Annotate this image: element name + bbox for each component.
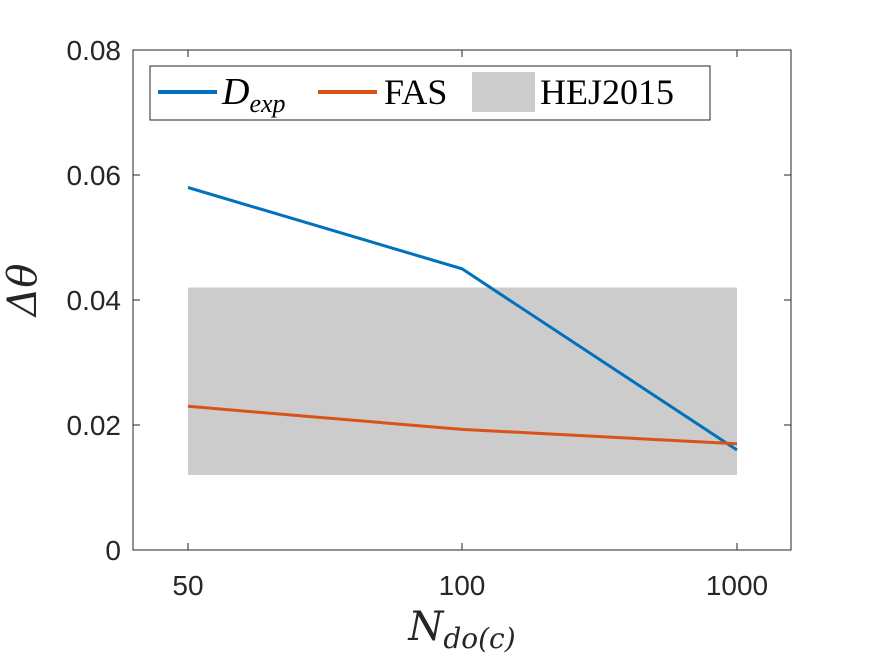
x-axis-label-sub: do(c) [443,622,515,655]
y-tick-label: 0.08 [67,35,122,66]
y-tick-label: 0.02 [67,410,122,441]
legend-label-dexp-sub: exp [249,89,285,118]
series-line-dexp [187,186,738,452]
x-axis-label-main: N [407,604,445,650]
legend-label-dexp-main: D [221,71,249,113]
y-tick-label: 0.04 [67,285,122,316]
legend-label-hej2015: HEJ2015 [540,72,674,112]
y-axis-label: Δθ [0,264,46,319]
x-axis-label: Ndo(c) [407,604,515,655]
series-line-fas [187,404,738,446]
x-tick-label: 1000 [706,570,768,601]
y-axis: 0 0.02 0.04 0.06 0.08 [67,35,791,566]
legend: Dexp FAS HEJ2015 [149,65,711,121]
x-tick-label: 100 [439,570,486,601]
legend-label-dexp: Dexp [221,71,286,118]
y-tick-label: 0.06 [67,160,122,191]
legend-label-fas: FAS [384,72,447,112]
hej2015-band [188,287,737,475]
legend-box [149,65,711,121]
legend-swatch-hej2015 [472,72,535,112]
y-tick-label: 0 [105,535,121,566]
x-axis: 50 100 1000 [172,50,768,601]
x-tick-label: 50 [172,570,203,601]
